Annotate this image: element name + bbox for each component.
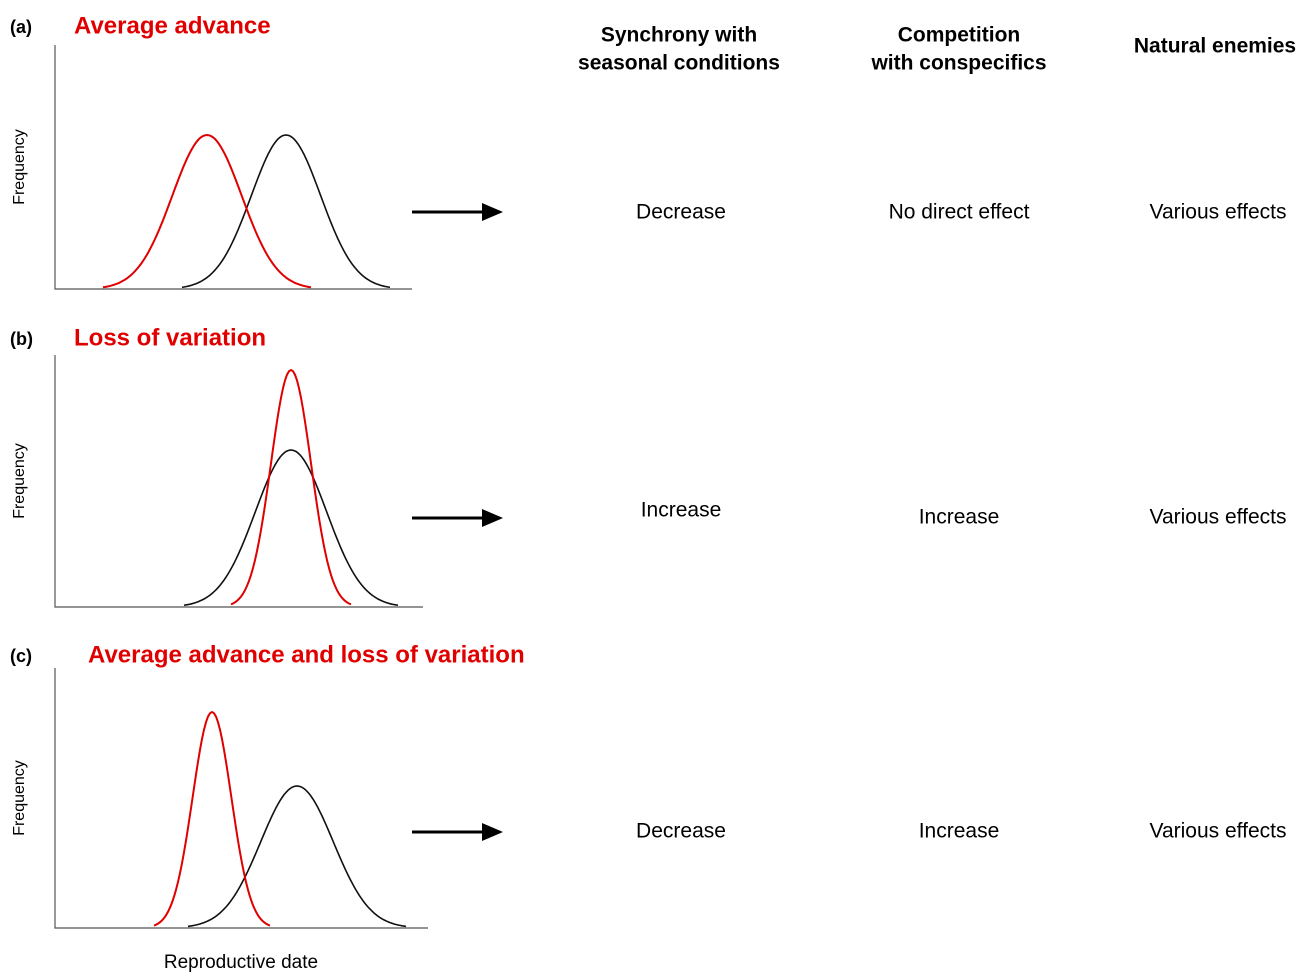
x-axis-label: Reproductive date xyxy=(164,952,318,973)
column-header: Competition xyxy=(898,24,1020,47)
panel-label: (a) xyxy=(10,17,32,37)
black-curve xyxy=(181,134,391,289)
column-header: Natural enemies xyxy=(1134,35,1296,58)
panel-title: Average advance xyxy=(74,12,271,39)
effect: Increase xyxy=(919,506,1000,529)
axes xyxy=(54,668,428,929)
panel-title: Average advance and loss of variation xyxy=(88,641,525,668)
effect: Increase xyxy=(919,820,1000,843)
panel-label: (b) xyxy=(10,329,33,349)
effect: Various effects xyxy=(1150,201,1287,224)
black-curve xyxy=(183,449,399,607)
y-axis-label: Frequency xyxy=(11,760,28,836)
red-curve xyxy=(153,710,271,927)
panel-label: (c) xyxy=(10,646,32,666)
axes xyxy=(54,45,412,290)
column-header: with conspecifics xyxy=(870,52,1046,75)
red-curve xyxy=(230,368,352,606)
panel-title: Loss of variation xyxy=(74,324,266,351)
effect: Decrease xyxy=(636,820,726,843)
effect: Increase xyxy=(641,499,722,522)
axes xyxy=(54,355,423,608)
effect: Decrease xyxy=(636,201,726,224)
column-header: Synchrony with xyxy=(601,24,757,47)
black-curve xyxy=(187,785,407,928)
effect: Various effects xyxy=(1150,506,1287,529)
effect: Various effects xyxy=(1150,820,1287,843)
y-axis-label: Frequency xyxy=(11,129,28,205)
column-header: seasonal conditions xyxy=(578,52,780,75)
y-axis-label: Frequency xyxy=(11,443,28,519)
effect: No direct effect xyxy=(889,201,1030,224)
red-curve xyxy=(102,133,312,289)
